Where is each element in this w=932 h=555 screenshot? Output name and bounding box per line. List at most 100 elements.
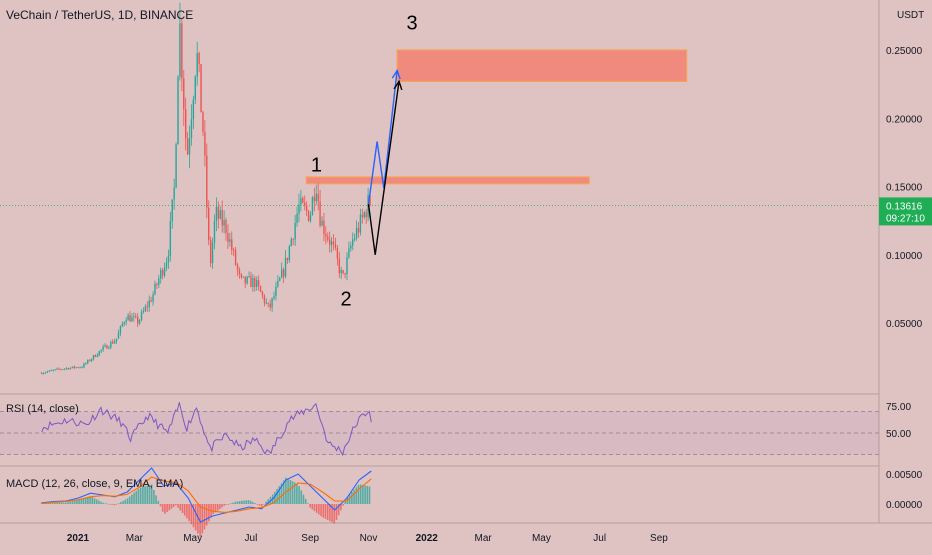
projection-black-path (367, 81, 400, 255)
macd-histogram-bar (355, 487, 358, 504)
macd-histogram-bar (320, 504, 322, 517)
candle-body (163, 268, 166, 276)
macd-histogram-bar (205, 504, 208, 526)
candle-body (294, 223, 296, 240)
candle-body (265, 302, 268, 304)
candle-body (288, 246, 291, 261)
candle-body (344, 273, 346, 275)
macd-histogram-bar (161, 504, 164, 512)
macd-histogram-bar (95, 499, 98, 504)
candle-body (319, 201, 321, 226)
candle-body (290, 239, 292, 247)
macd-histogram-bar (335, 504, 338, 520)
candle-body (184, 108, 187, 139)
candle-body (64, 368, 66, 370)
candle-body (269, 303, 271, 308)
candle-body (271, 298, 273, 308)
background-layer (0, 0, 932, 524)
macd-histogram-bar (177, 504, 179, 508)
macd-pane[interactable] (40, 467, 372, 537)
macd-title: MACD (12, 26, close, 9, EMA, EMA) (6, 478, 183, 490)
price-tick-label: 0.15000 (886, 183, 923, 194)
projection-blue-path (367, 70, 398, 205)
macd-histogram-bar (84, 497, 87, 504)
macd-histogram-bar (120, 502, 122, 504)
candle-body (92, 355, 95, 359)
macd-histogram-bar (258, 504, 261, 506)
candle-body (69, 367, 72, 370)
candle-body (348, 248, 350, 258)
candle-body (56, 368, 58, 370)
candle-body (363, 212, 365, 218)
candle-body (58, 368, 60, 370)
macd-histogram-bar (186, 504, 188, 519)
candle-body (167, 255, 170, 263)
candle-body (305, 205, 308, 211)
macd-histogram-bar (115, 504, 118, 505)
macd-histogram-bar (298, 486, 300, 504)
candle-body (232, 250, 235, 251)
time-tick-label: 2021 (67, 533, 90, 544)
candle-body (129, 315, 131, 322)
macd-histogram-bar (280, 483, 283, 504)
macd-histogram-bar (175, 504, 177, 506)
macd-histogram-bar (139, 487, 142, 504)
candle-body (273, 296, 275, 299)
candle-body (296, 213, 298, 224)
time-tick-label: Sep (650, 533, 668, 544)
macd-histogram-bar (287, 478, 289, 504)
candle-body (169, 221, 172, 256)
macd-histogram-bar (131, 494, 133, 504)
macd-histogram-bar (304, 499, 307, 504)
macd-histogram-bar (337, 504, 340, 516)
candle-body (77, 367, 79, 369)
macd-histogram-bar (326, 504, 329, 521)
candle-body (152, 294, 154, 302)
countdown-label: 09:27:10 (886, 213, 925, 224)
macd-histogram-bar (170, 504, 173, 509)
candle-body (277, 280, 279, 287)
wave-label: 3 (406, 13, 417, 35)
time-tick-label: Mar (126, 533, 144, 544)
macd-histogram-bar (309, 504, 311, 508)
macd-histogram-bar (60, 502, 63, 504)
candle-body (190, 119, 193, 138)
macd-histogram-bar (247, 500, 250, 504)
candle-body (131, 317, 133, 322)
candle-body (88, 360, 91, 361)
macd-histogram-bar (333, 504, 336, 524)
macd-histogram-bar (104, 503, 107, 504)
candle-body (183, 78, 185, 109)
projection-blue-path-arrowhead (391, 68, 401, 80)
candle-body (359, 214, 362, 233)
time-tick-label: May (183, 533, 202, 544)
macd-histogram-bar (124, 499, 127, 504)
candle-body (46, 371, 49, 373)
macd-histogram-bar (234, 501, 237, 504)
macd-histogram-bar (172, 504, 175, 508)
macd-histogram-bar (307, 503, 309, 504)
rsi-pane[interactable] (0, 402, 879, 457)
candle-body (115, 338, 118, 342)
candle-body (75, 367, 77, 369)
price-pane[interactable]: 1 2 3 (0, 2, 879, 375)
macd-histogram-bar (69, 501, 72, 504)
macd-histogram-bar (289, 479, 292, 504)
macd-histogram-bar (65, 502, 67, 504)
macd-histogram-bar (300, 490, 303, 504)
macd-histogram-bar (243, 500, 245, 504)
candle-body (350, 245, 352, 249)
candle-body (302, 198, 304, 203)
time-tick-label: Mar (475, 533, 493, 544)
candle-body (108, 347, 110, 349)
candle-body (332, 241, 335, 244)
macd-histogram-bar (80, 499, 83, 504)
macd-histogram-bar (219, 504, 221, 510)
macd-histogram-bar (98, 500, 100, 504)
macd-histogram-bar (348, 494, 351, 504)
macd-histogram-bar (51, 502, 54, 504)
macd-histogram-bar (126, 498, 129, 504)
macd-histogram-bar (232, 502, 234, 504)
